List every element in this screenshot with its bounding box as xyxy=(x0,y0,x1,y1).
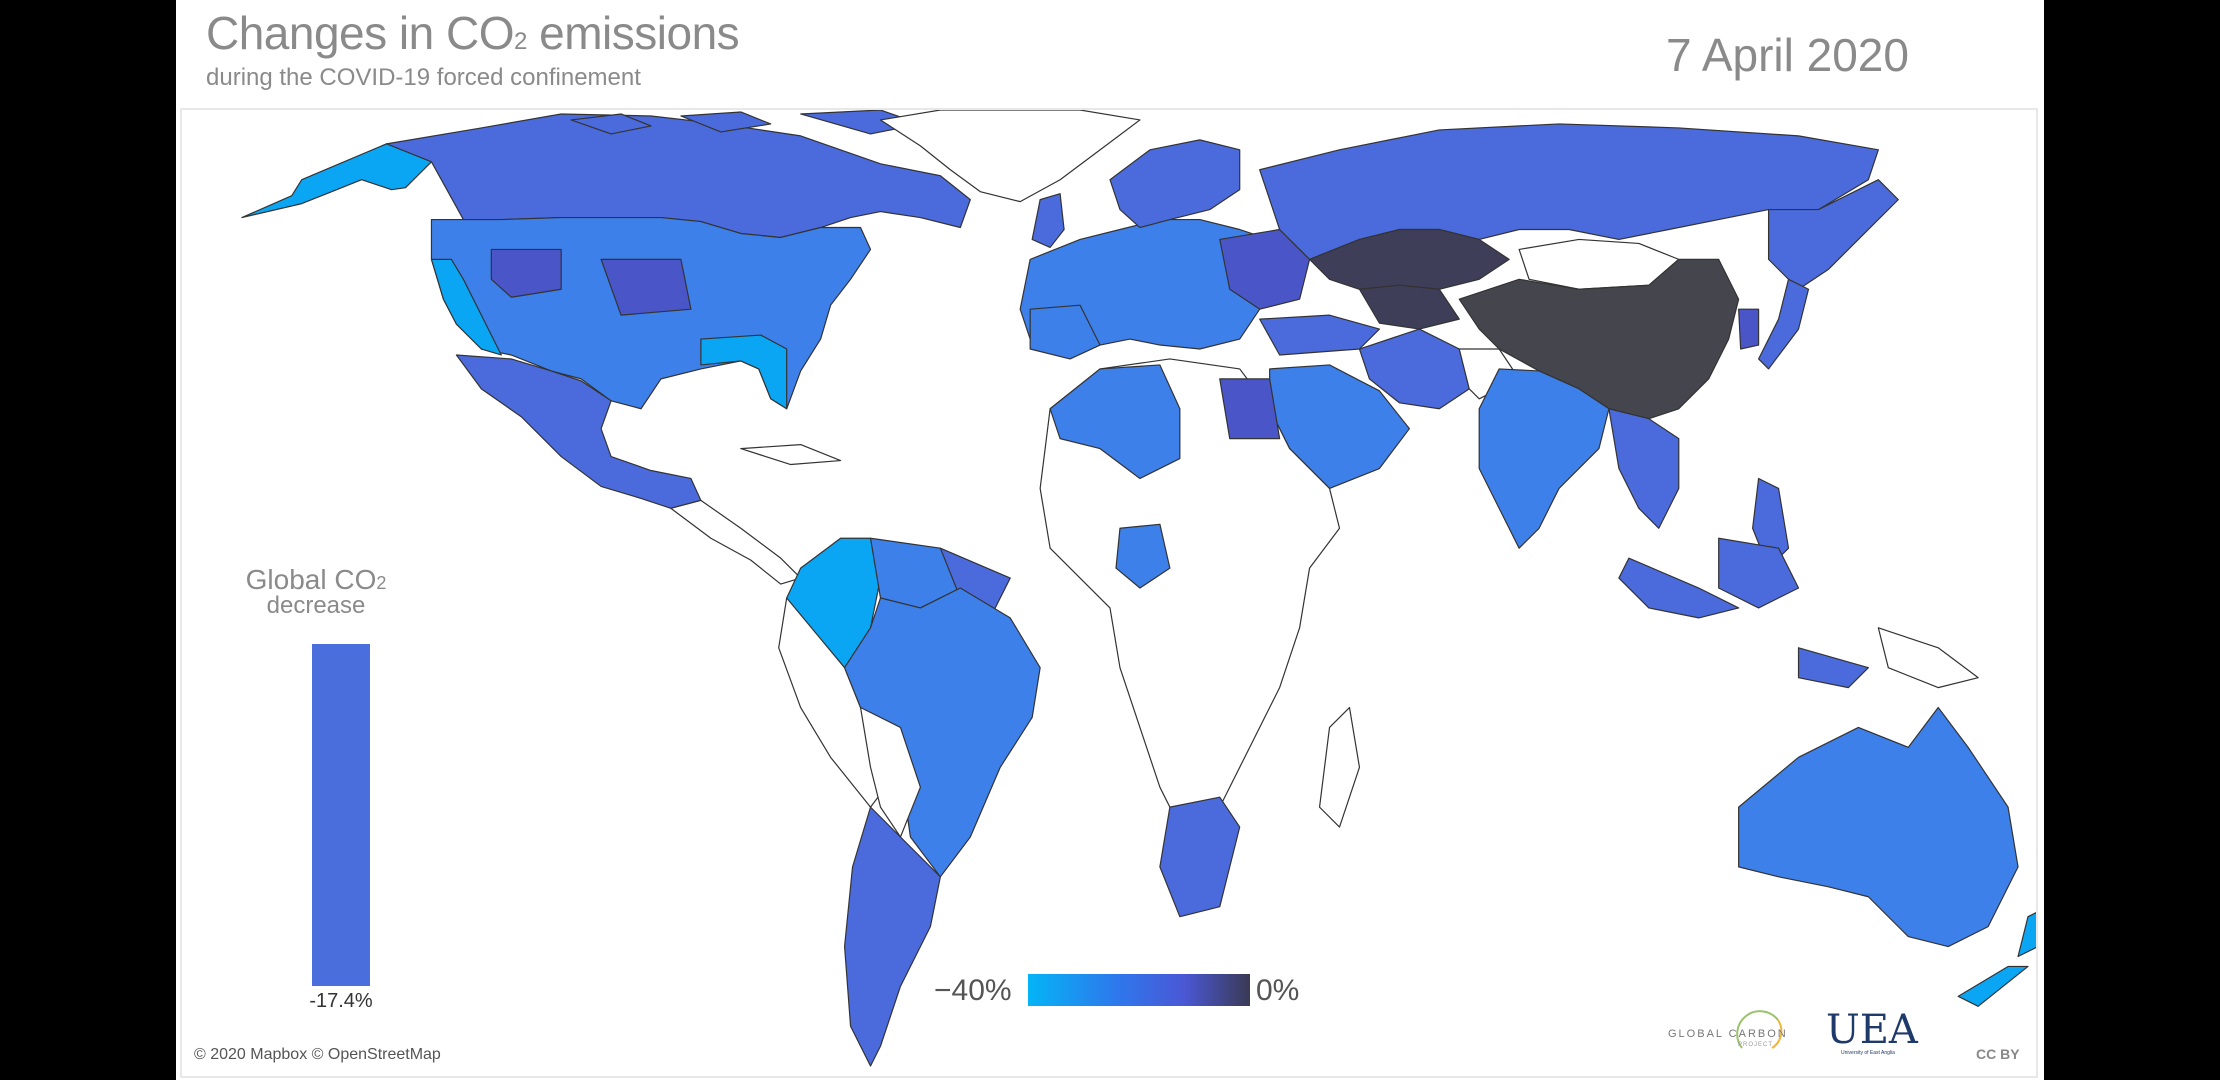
global-label-line2: decrease xyxy=(266,592,366,619)
region-turkey[interactable] xyxy=(1259,314,1381,356)
global-decrease-value: -17.4% xyxy=(309,990,373,1012)
gcp-logo-subtext: PROJECT xyxy=(1738,1042,1774,1048)
region-central-asia[interactable] xyxy=(1358,284,1460,330)
region-usa-midwest[interactable] xyxy=(600,258,692,316)
region-china[interactable] xyxy=(1458,258,1740,420)
region-japan[interactable] xyxy=(1757,278,1810,370)
region-greenland[interactable] xyxy=(879,110,1141,203)
region-australia[interactable] xyxy=(1738,706,2019,948)
region-southeast-asia[interactable] xyxy=(1608,408,1680,529)
region-korea[interactable] xyxy=(1738,308,1760,350)
uea-logo-subtext: University of East Anglia xyxy=(1841,1050,1895,1056)
legend-max-label: 0% xyxy=(1256,974,1300,1007)
map-attribution[interactable]: © 2020 Mapbox © OpenStreetMap xyxy=(194,1046,441,1063)
global-decrease-bar xyxy=(312,644,370,986)
region-spain[interactable] xyxy=(1029,304,1101,360)
region-new-guinea[interactable] xyxy=(1877,627,1979,689)
date-label: 7 April 2020 xyxy=(1666,29,1909,81)
title-post: emissions xyxy=(526,7,740,59)
region-scandinavia[interactable] xyxy=(1109,139,1241,229)
region-south-africa[interactable] xyxy=(1159,796,1241,918)
region-uk[interactable] xyxy=(1031,193,1065,249)
region-russia-far-east[interactable] xyxy=(1767,179,1899,290)
region-madagascar[interactable] xyxy=(1318,706,1361,828)
legend-color-scale xyxy=(1028,974,1250,1006)
region-usa-california[interactable] xyxy=(430,258,502,356)
uea-logo-text: UEA xyxy=(1826,1007,1918,1053)
region-indonesia[interactable] xyxy=(1618,537,1869,689)
world-map[interactable] xyxy=(180,108,2038,1078)
page-title: Changes in CO2 emissions xyxy=(206,6,740,60)
region-iran[interactable] xyxy=(1358,328,1470,410)
gcp-ring-icon xyxy=(1736,1010,1783,1049)
world-map-svg[interactable] xyxy=(182,110,2036,1076)
uea-logo: UEA University of East Anglia xyxy=(1826,1007,1918,1062)
global-carbon-project-logo: GLOBAL CARBON PROJECT xyxy=(1668,1010,1818,1054)
title-pre: Changes in CO xyxy=(206,7,515,59)
region-central-america[interactable] xyxy=(670,499,802,585)
region-mexico[interactable] xyxy=(455,354,702,509)
title-subscript: 2 xyxy=(514,28,527,55)
map-canvas: Changes in CO2 emissions during the COVI… xyxy=(176,0,2044,1080)
region-kazakhstan[interactable] xyxy=(1308,228,1510,290)
global-decrease-label: Global CO2 decrease xyxy=(236,566,396,618)
page-subtitle: during the COVID-19 forced confinement xyxy=(206,64,641,91)
global-label-subscript: 2 xyxy=(376,573,387,593)
region-new-zealand[interactable] xyxy=(1957,907,2036,1007)
region-usa-southeast[interactable] xyxy=(700,334,788,410)
region-egypt[interactable] xyxy=(1219,378,1281,440)
global-label-pre: Global CO xyxy=(245,564,377,595)
region-usa-mountain[interactable] xyxy=(490,248,562,298)
region-india[interactable] xyxy=(1478,368,1610,549)
region-argentina[interactable] xyxy=(843,806,941,1067)
region-algeria[interactable] xyxy=(1049,364,1181,480)
gcp-logo-text: GLOBAL CARBON xyxy=(1668,1028,1788,1040)
legend-min-label: −40% xyxy=(934,974,1012,1007)
license-badge[interactable]: CC BY xyxy=(1976,1046,2020,1062)
region-cuba[interactable] xyxy=(740,444,842,466)
region-nigeria[interactable] xyxy=(1115,523,1171,589)
